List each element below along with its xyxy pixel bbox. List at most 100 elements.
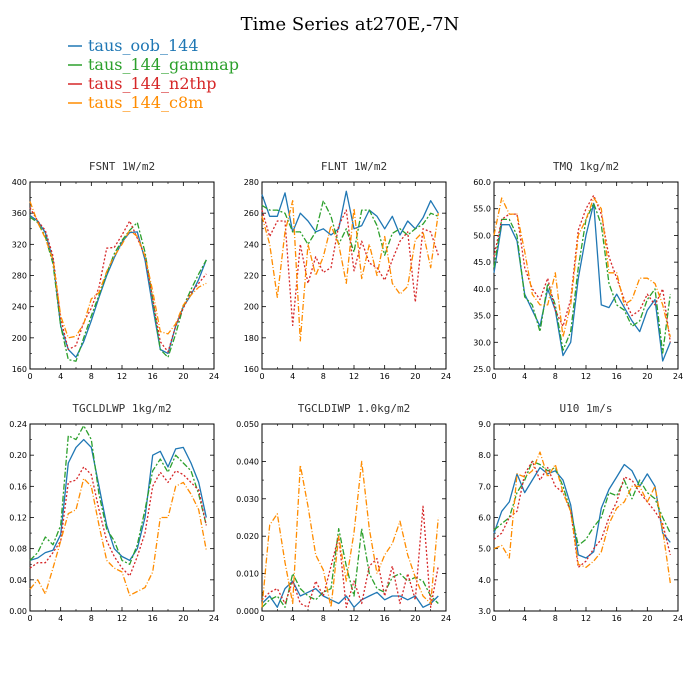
series-line [261,460,439,608]
y-tick-label: 160 [244,365,259,374]
y-tick-label: 240 [244,240,259,249]
x-tick-label: 20 [178,614,188,623]
legend-label: taus_144_n2thp [88,74,216,93]
x-tick-label: 20 [178,372,188,381]
x-tick-label: 12 [117,614,127,623]
x-tick-label: 20 [410,372,420,381]
x-tick-label: 16 [148,372,158,381]
x-tick-label: 0 [27,372,32,381]
x-tick-label: 24 [441,614,451,623]
y-tick-label: 0.020 [236,532,259,541]
y-tick-label: 35.0 [473,312,491,321]
series-line [493,194,671,343]
chart-panel: U10 1m/s 3.0 4.0 5.0 6.0 7.0 8.0 9.0 0 4 8 12 16 20 24 [478,402,683,623]
x-tick-label: 0 [259,372,264,381]
x-tick-label: 0 [259,614,264,623]
y-tick-label: 6.0 [478,514,491,523]
x-tick-label: 20 [642,614,652,623]
y-tick-label: 260 [244,209,259,218]
x-tick-label: 4 [290,372,295,381]
y-tick-label: 280 [244,178,259,187]
x-tick-label: 12 [349,372,359,381]
x-tick-label: 12 [581,614,591,623]
y-tick-label: 320 [12,240,27,249]
y-tick-label: 60.0 [473,178,491,187]
x-tick-label: 8 [553,614,558,623]
chart-panel: TGCLDIWP 1.0kg/m2 0.000 0.010 0.020 0.030 0.0… [236,402,451,623]
y-tick-label: 0.00 [9,607,27,616]
y-tick-label: 3.0 [478,607,491,616]
legend-label: taus_144_gammap [88,55,239,74]
series-line [261,580,439,608]
series-line [261,528,439,608]
x-tick-label: 0 [491,614,496,623]
y-tick-label: 0.12 [9,514,27,523]
y-tick-label: 0.08 [9,545,27,554]
x-tick-label: 20 [642,372,652,381]
y-tick-label: 400 [12,178,27,187]
y-tick-label: 0.16 [9,482,27,491]
series-line [261,209,439,327]
x-tick-label: 8 [89,372,94,381]
y-tick-label: 280 [12,272,27,281]
series-line [493,202,671,354]
y-tick-label: 200 [12,334,27,343]
series-line [261,190,439,236]
x-tick-label: 8 [321,372,326,381]
legend: taus_oob_144taus_144_gammaptaus_144_n2th… [68,36,239,112]
y-tick-label: 0.24 [9,420,27,429]
x-tick-label: 0 [27,614,32,623]
panel-title: FSNT 1W/m2 [89,160,155,173]
chart-panel: FLNT 1W/m2 160 180 200 220 240 260 280 0 4 8 12 16 20… [244,160,451,381]
series-line [493,463,671,559]
x-tick-label: 24 [673,372,683,381]
x-tick-label: 8 [321,614,326,623]
x-tick-label: 16 [380,614,390,623]
panel-title: FLNT 1W/m2 [321,160,387,173]
plot-frame [29,423,215,612]
y-tick-label: 0.030 [236,495,259,504]
y-tick-label: 360 [12,209,27,218]
x-tick-label: 16 [612,372,622,381]
x-tick-label: 24 [673,614,683,623]
series-line [493,451,671,584]
x-tick-label: 12 [349,614,359,623]
panel-title: TGCLDLWP 1kg/m2 [72,402,171,415]
x-tick-label: 24 [209,614,219,623]
series-line [29,216,207,362]
y-tick-label: 0.04 [9,576,27,585]
panel-title: U10 1m/s [560,402,613,415]
y-tick-label: 7.0 [478,482,491,491]
y-tick-label: 0.20 [9,451,27,460]
series-line [261,200,439,342]
x-tick-label: 0 [491,372,496,381]
x-tick-label: 8 [553,372,558,381]
y-tick-label: 240 [12,303,27,312]
series-line [29,466,207,577]
y-tick-label: 45.0 [473,258,491,267]
y-tick-label: 50.0 [473,231,491,240]
y-tick-label: 5.0 [478,545,491,554]
series-line [261,200,439,256]
chart-panel: TGCLDLWP 1kg/m2 0.00 0.04 0.08 0.12 0.16 0.20 0… [9,402,219,623]
y-tick-label: 9.0 [478,420,491,429]
y-tick-label: 4.0 [478,576,491,585]
x-tick-label: 12 [117,372,127,381]
x-tick-label: 16 [148,614,158,623]
y-tick-label: 40.0 [473,285,491,294]
y-tick-label: 220 [244,272,259,281]
x-tick-label: 4 [522,372,527,381]
chart-panel: TMQ 1kg/m2 25.0 30.0 35.0 40.0 45.0 50.0 55.0 60… [473,160,683,381]
x-tick-label: 4 [522,614,527,623]
series-line [29,477,207,597]
x-tick-label: 20 [410,614,420,623]
x-tick-label: 4 [58,372,63,381]
series-line [493,460,671,547]
x-tick-label: 4 [290,614,295,623]
x-tick-label: 24 [209,372,219,381]
y-tick-label: 180 [244,334,259,343]
series-line [29,207,207,353]
series-line [29,424,207,565]
